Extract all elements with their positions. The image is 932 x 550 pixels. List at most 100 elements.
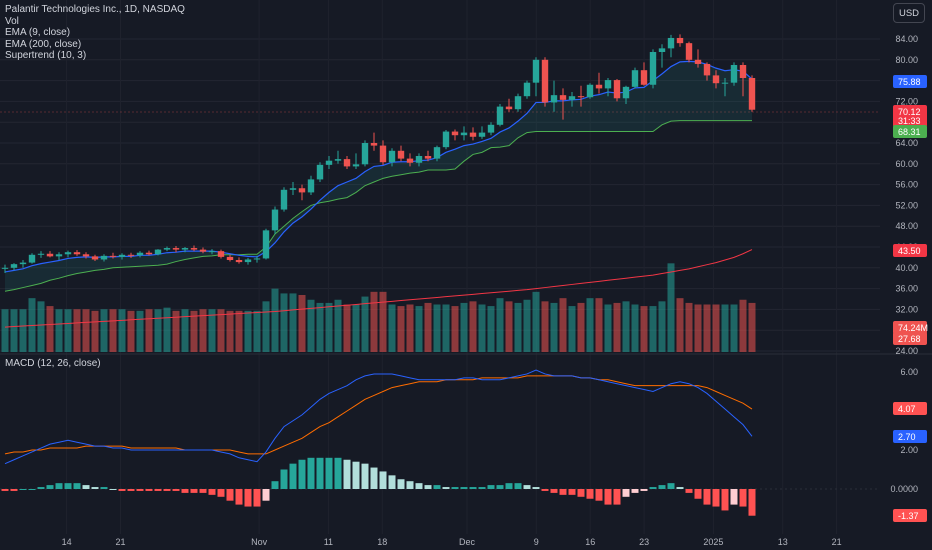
volume-bar [631, 304, 639, 352]
histogram-bar [73, 483, 81, 489]
candle-body [154, 249, 162, 255]
histogram-bar [442, 487, 450, 489]
histogram-bar [262, 489, 270, 501]
histogram-bar [505, 483, 513, 489]
histogram-bar [676, 487, 684, 489]
volume-bar [190, 310, 198, 352]
histogram-bar [55, 483, 63, 489]
candle-body [586, 84, 594, 98]
candle-body [172, 248, 180, 250]
volume-bar [640, 306, 648, 352]
volume-bar [199, 309, 207, 352]
candle-body [712, 75, 720, 84]
legend-ema200[interactable]: EMA (200, close) [5, 38, 82, 50]
volume-bar [388, 304, 396, 352]
volume-bar [568, 306, 576, 352]
histogram-bar [334, 457, 342, 489]
candle-body [748, 78, 756, 110]
histogram-bar [487, 485, 495, 489]
macd-legend[interactable]: MACD (12, 26, close) [5, 358, 101, 369]
candle-body [127, 254, 135, 256]
badge-last-price: 70.12 [898, 107, 921, 117]
candle-body [496, 106, 504, 125]
candle-body [460, 132, 468, 136]
histogram-bar [649, 487, 657, 489]
legend-supertrend[interactable]: Supertrend (10, 3) [5, 50, 87, 61]
volume-bar [433, 304, 441, 352]
currency-button[interactable]: USD [893, 3, 925, 23]
histogram-bar [28, 489, 36, 490]
legend-ema9[interactable]: EMA (9, close) [5, 27, 71, 38]
candle-body [199, 249, 207, 252]
histogram-bar [685, 489, 693, 493]
histogram-bar [19, 489, 27, 490]
candle-body [190, 248, 198, 250]
symbol-title[interactable]: Palantir Technologies Inc., 1D, NASDAQ [5, 4, 185, 15]
candle-body [55, 254, 63, 257]
histogram-bar [100, 487, 108, 489]
histogram-bar [136, 489, 144, 491]
badge-volume: 74.24M [898, 323, 928, 333]
candle-body [397, 150, 405, 159]
candle-body [523, 82, 531, 97]
histogram-bar [37, 487, 45, 489]
histogram-bar [154, 489, 162, 491]
histogram-bar [604, 489, 612, 505]
volume-bar [280, 293, 288, 352]
legend-vol[interactable]: Vol [5, 15, 19, 27]
histogram-bar [316, 457, 324, 489]
histogram-bar [748, 489, 756, 516]
volume-bar [262, 301, 270, 352]
histogram-bar [541, 489, 549, 491]
price-tick-label: 48.00 [895, 221, 918, 231]
badge-supertrend: 68.31 [898, 127, 921, 137]
volume-bar [46, 306, 54, 352]
histogram-bar [163, 489, 171, 491]
histogram-bar [478, 487, 486, 489]
volume-bar [352, 304, 360, 352]
badge-signal-bg [893, 402, 927, 415]
histogram-bar [667, 483, 675, 489]
volume-bar [667, 263, 675, 352]
volume-bar [622, 301, 630, 352]
date-tick-label: 21 [832, 537, 842, 547]
histogram-bar [613, 489, 621, 505]
volume-bar [649, 306, 657, 352]
volume-bar [595, 298, 603, 352]
badge-volume-bg [893, 321, 927, 334]
volume-bar [136, 310, 144, 352]
volume-bar [604, 304, 612, 352]
volume-bar [415, 306, 423, 352]
price-tick-label: 84.00 [895, 34, 918, 44]
candle-body [442, 131, 450, 148]
volume-bar [118, 309, 126, 352]
candle-body [550, 95, 558, 103]
candle-body [91, 256, 99, 260]
candle-body [739, 65, 747, 78]
volume-bar [685, 302, 693, 352]
candle-body [640, 70, 648, 85]
ema200-line [4, 249, 753, 328]
histogram-bar [208, 489, 216, 495]
histogram-bar [433, 485, 441, 489]
candle-body [334, 159, 342, 161]
volume-bar [64, 309, 72, 352]
volume-bar [478, 304, 486, 352]
price-tick-label: 56.00 [895, 180, 918, 190]
histogram-bar [514, 483, 522, 489]
histogram-bar [388, 475, 396, 489]
macd-line [4, 369, 753, 465]
candle-body [343, 159, 351, 167]
candle-body [541, 59, 549, 103]
volume-bar [172, 310, 180, 352]
candle-body [478, 132, 486, 137]
candle-body [1, 267, 9, 269]
candle-body [136, 252, 144, 256]
candle-body [244, 259, 252, 263]
badge-signal: 4.07 [898, 404, 916, 414]
price-tick-label: 24.00 [895, 346, 918, 356]
candle-body [730, 65, 738, 83]
candle-body [370, 143, 378, 146]
badge-ema200-bg [893, 244, 927, 257]
